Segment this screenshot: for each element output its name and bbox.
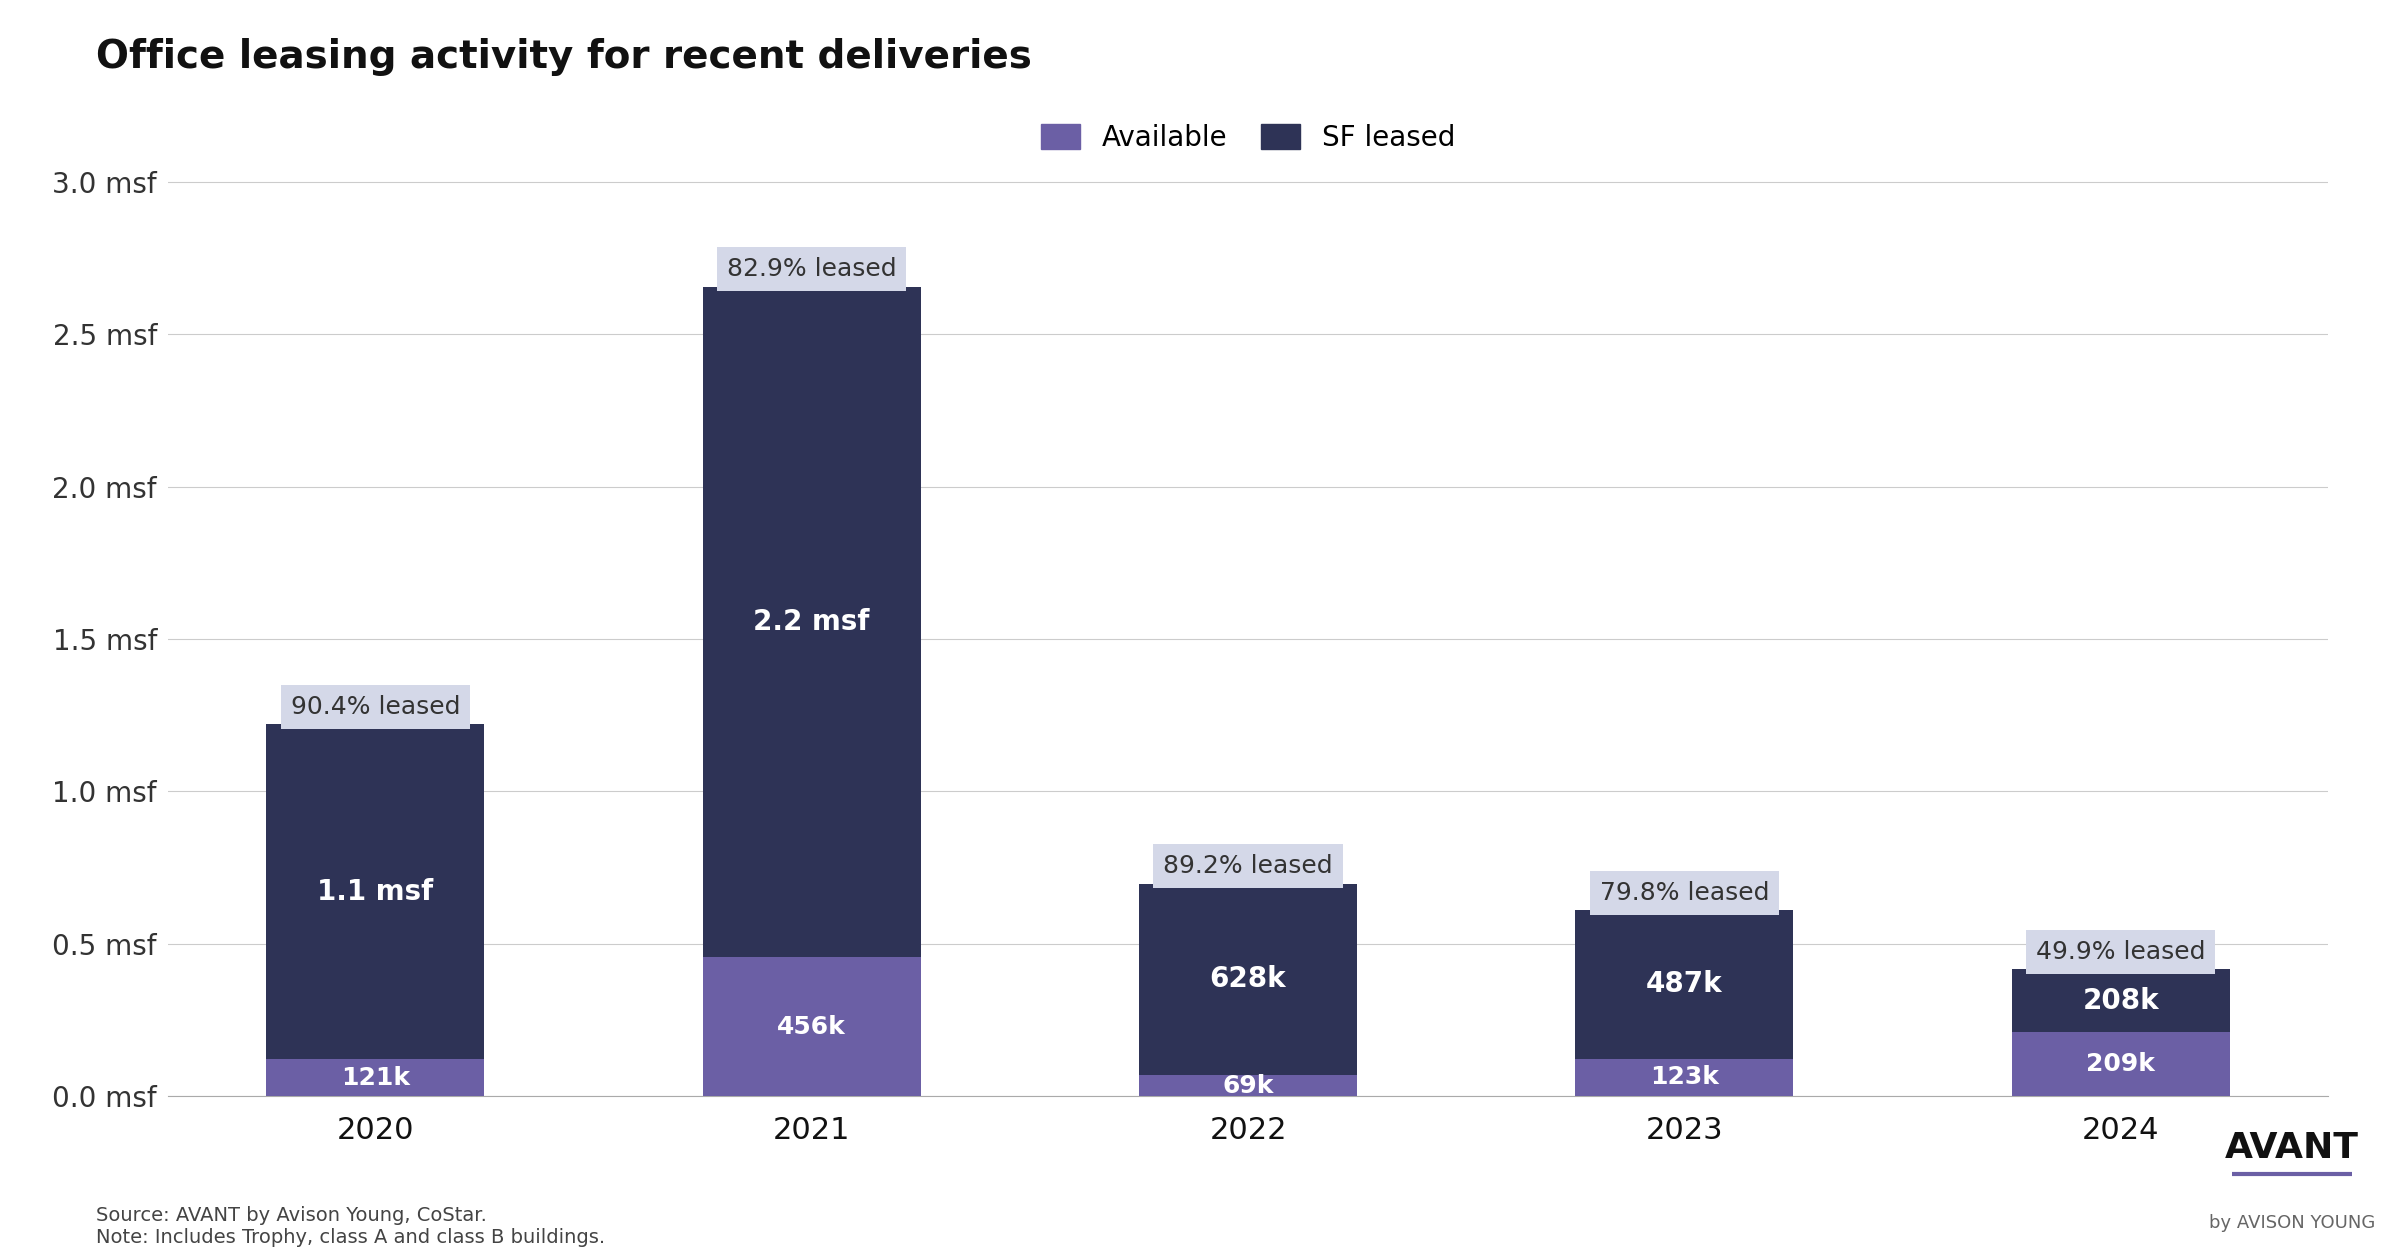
Text: 487k: 487k (1646, 970, 1723, 998)
Text: 49.9% leased: 49.9% leased (2035, 940, 2206, 964)
Bar (266, 1060, 485, 1096)
Text: by AVISON YOUNG: by AVISON YOUNG (2208, 1215, 2376, 1232)
Text: 1.1 msf: 1.1 msf (317, 878, 434, 906)
Text: Source: AVANT by Avison Young, CoStar.
Note: Includes Trophy, class A and class : Source: AVANT by Avison Young, CoStar. N… (96, 1206, 605, 1247)
Text: 90.4% leased: 90.4% leased (290, 694, 461, 718)
Bar (1140, 883, 1356, 1075)
Text: 82.9% leased: 82.9% leased (727, 257, 898, 281)
Bar (2011, 969, 2230, 1032)
Bar (2011, 1032, 2230, 1096)
Text: 209k: 209k (2086, 1052, 2155, 1076)
Text: Office leasing activity for recent deliveries: Office leasing activity for recent deliv… (96, 38, 1032, 76)
Text: 628k: 628k (1210, 965, 1286, 993)
Bar (1574, 910, 1793, 1058)
Text: 89.2% leased: 89.2% leased (1164, 854, 1332, 878)
Text: 121k: 121k (341, 1066, 410, 1090)
Bar (1140, 1075, 1356, 1096)
Bar (1574, 1058, 1793, 1096)
Text: 2.2 msf: 2.2 msf (754, 607, 869, 636)
Bar (703, 286, 922, 958)
Bar (703, 958, 922, 1096)
Bar (266, 724, 485, 1060)
Text: 208k: 208k (2083, 987, 2160, 1014)
Text: 79.8% leased: 79.8% leased (1601, 881, 1769, 905)
Text: AVANT: AVANT (2225, 1131, 2359, 1166)
Legend: Available, SF leased: Available, SF leased (1030, 113, 1466, 164)
Text: 69k: 69k (1222, 1074, 1274, 1097)
Text: 123k: 123k (1649, 1066, 1718, 1090)
Text: 456k: 456k (778, 1014, 847, 1038)
